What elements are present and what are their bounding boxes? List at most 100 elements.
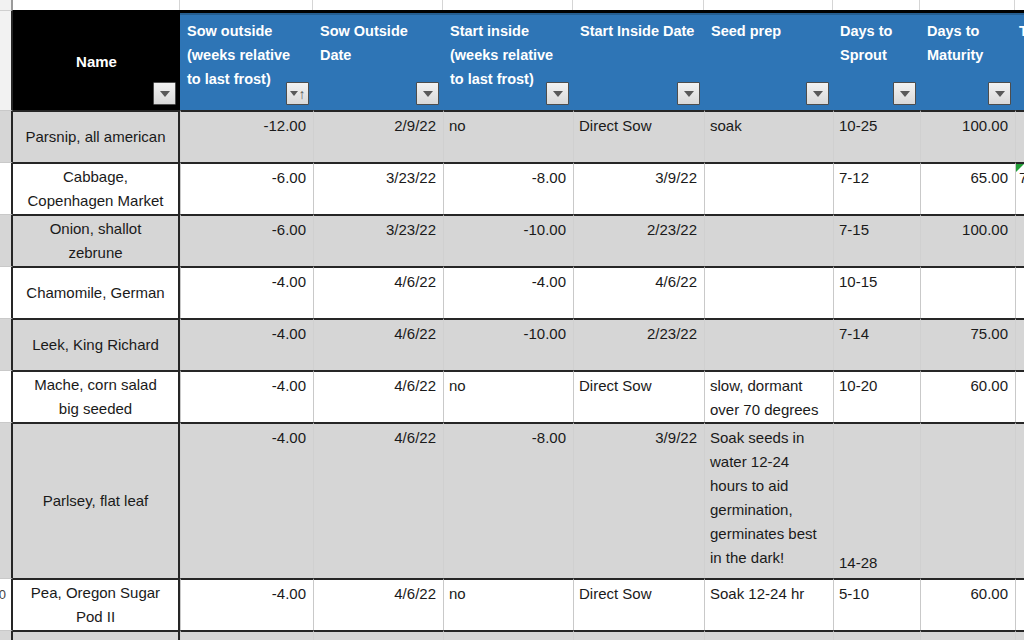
cell-days-to-maturity[interactable]: 60.00 (920, 630, 1015, 640)
cell-start-inside-date[interactable]: 2/23/22 (573, 214, 704, 266)
cell-seed-prep[interactable] (704, 266, 833, 318)
cell-days-to-maturity[interactable] (920, 422, 1015, 578)
filter-button-days-to-sprout[interactable] (893, 82, 916, 105)
cell-name[interactable]: Parlsey, flat leaf (13, 422, 180, 578)
cell-extra[interactable]: 7 (1015, 162, 1024, 214)
column-header-start-inside-date[interactable]: Start Inside Date (573, 10, 704, 110)
cell-seed-prep[interactable]: slow, dormant over 70 degrees (704, 370, 833, 422)
cell-name[interactable]: Cabbage, Copenhagen Market (13, 162, 180, 214)
column-header-days-to-sprout[interactable]: Days to Sprout (833, 10, 920, 110)
cell-days-to-sprout[interactable]: 14-28 (833, 422, 920, 578)
cell-days-to-maturity[interactable]: 100.00 (920, 214, 1015, 266)
cell-days-to-sprout[interactable]: 7-12 (833, 162, 920, 214)
row-number[interactable] (0, 266, 13, 318)
cell-days-to-sprout[interactable]: 10-20 (833, 370, 920, 422)
sliver-cell[interactable] (443, 0, 573, 10)
cell-days-to-sprout[interactable]: 5-10 (833, 630, 920, 640)
cell-sow-outside-weeks[interactable]: -4.00 (180, 318, 313, 370)
cell-sow-outside-weeks[interactable]: -4.00 (180, 370, 313, 422)
cell-start-inside-date[interactable]: 3/9/22 (573, 422, 704, 578)
column-header-start-inside-weeks[interactable]: Start inside (weeks relative to last fro… (443, 10, 573, 110)
sliver-cell[interactable] (313, 0, 443, 10)
cell-extra[interactable] (1015, 578, 1024, 630)
cell-sow-outside-weeks[interactable]: -6.00 (180, 162, 313, 214)
cell-start-inside-date[interactable]: Direct Sow (573, 578, 704, 630)
filter-button-start-inside-weeks[interactable] (546, 82, 569, 105)
cell-name[interactable]: Leek, King Richard (13, 318, 180, 370)
row-number[interactable] (0, 318, 13, 370)
cell-sow-outside-weeks[interactable]: -4.00 (180, 630, 313, 640)
cell-seed-prep[interactable]: soak (704, 110, 833, 162)
cell-extra[interactable] (1015, 318, 1024, 370)
cell-days-to-sprout[interactable]: 7-14 (833, 318, 920, 370)
filter-button-seed-prep[interactable] (806, 82, 829, 105)
sliver-cell[interactable] (13, 0, 180, 10)
filter-button-name[interactable] (153, 82, 176, 105)
row-number[interactable] (0, 630, 13, 640)
cell-sow-outside-date[interactable]: 4/6/22 (313, 266, 443, 318)
cell-extra[interactable] (1015, 422, 1024, 578)
sliver-cell[interactable] (1015, 0, 1024, 10)
column-header-seed-prep[interactable]: Seed prep (704, 10, 833, 110)
cell-sow-outside-date[interactable]: 4/6/22 (313, 318, 443, 370)
cell-sow-outside-date[interactable]: 4/6/22 (313, 370, 443, 422)
cell-start-inside-date[interactable]: 3/9/22 (573, 162, 704, 214)
cell-name[interactable]: Chamomile, German (13, 266, 180, 318)
cell-name[interactable]: Parsnip, all american (13, 110, 180, 162)
cell-seed-prep[interactable] (704, 162, 833, 214)
row-number[interactable] (0, 422, 13, 578)
cell-seed-prep[interactable] (704, 214, 833, 266)
cell-days-to-maturity[interactable]: 60.00 (920, 370, 1015, 422)
column-header-name[interactable]: Name (13, 10, 180, 110)
cell-sow-outside-date[interactable]: 2/9/22 (313, 110, 443, 162)
filter-button-sow-outside-weeks[interactable]: ↑ (286, 82, 309, 105)
sliver-cell[interactable] (573, 0, 704, 10)
cell-seed-prep[interactable]: Soak 12-24 hr (704, 578, 833, 630)
cell-start-inside-weeks[interactable]: no (443, 578, 573, 630)
cell-sow-outside-weeks[interactable]: -12.00 (180, 110, 313, 162)
cell-days-to-sprout[interactable]: 5-10 (833, 578, 920, 630)
cell-sow-outside-weeks[interactable]: -4.00 (180, 266, 313, 318)
cell-sow-outside-weeks[interactable]: -6.00 (180, 214, 313, 266)
cell-start-inside-weeks[interactable] (443, 630, 573, 640)
column-header-sow-outside-weeks[interactable]: Sow outside (weeks relative to last fros… (180, 10, 313, 110)
column-header-sow-outside-date[interactable]: Sow Outside Date (313, 10, 443, 110)
cell-start-inside-weeks[interactable]: -8.00 (443, 422, 573, 578)
sliver-cell[interactable] (920, 0, 1015, 10)
filter-button-sow-outside-date[interactable] (416, 82, 439, 105)
cell-start-inside-weeks[interactable]: -10.00 (443, 214, 573, 266)
cell-name[interactable]: Mache, corn salad big seeded (13, 370, 180, 422)
cell-name[interactable]: Onion, shallot zebrune (13, 214, 180, 266)
cell-days-to-maturity[interactable]: 65.00 (920, 162, 1015, 214)
cell-start-inside-weeks[interactable]: -8.00 (443, 162, 573, 214)
cell-start-inside-date[interactable]: Direct Sow (573, 110, 704, 162)
row-number[interactable]: 10 (0, 578, 13, 630)
cell-days-to-maturity[interactable] (920, 266, 1015, 318)
cell-days-to-maturity[interactable]: 75.00 (920, 318, 1015, 370)
cell-extra[interactable] (1015, 266, 1024, 318)
cell-extra[interactable] (1015, 370, 1024, 422)
cell-start-inside-date[interactable]: 2/23/22 (573, 318, 704, 370)
row-number[interactable] (0, 214, 13, 266)
column-header-days-to-maturity[interactable]: Days to Maturity (920, 10, 1015, 110)
cell-start-inside-weeks[interactable]: no (443, 370, 573, 422)
cell-name[interactable]: Pea, Oregon Sugar Pod II (13, 578, 180, 630)
cell-extra[interactable] (1015, 214, 1024, 266)
cell-seed-prep[interactable] (704, 318, 833, 370)
row-number[interactable] (0, 162, 13, 214)
cell-days-to-sprout[interactable]: 7-15 (833, 214, 920, 266)
sliver-cell[interactable] (180, 0, 313, 10)
sliver-cell[interactable] (833, 0, 920, 10)
cell-start-inside-date[interactable]: 4/6/22 (573, 630, 704, 640)
cell-start-inside-weeks[interactable]: -4.00 (443, 266, 573, 318)
cell-start-inside-date[interactable]: 4/6/22 (573, 266, 704, 318)
cell-sow-outside-weeks[interactable]: -4.00 (180, 578, 313, 630)
cell-sow-outside-date[interactable]: 4/6/22 (313, 422, 443, 578)
filter-button-start-inside-date[interactable] (677, 82, 700, 105)
row-number[interactable] (0, 110, 13, 162)
cell-extra[interactable] (1015, 110, 1024, 162)
cell-start-inside-weeks[interactable]: -10.00 (443, 318, 573, 370)
cell-sow-outside-date[interactable]: 3/23/22 (313, 214, 443, 266)
column-header-cutoff[interactable]: T (1015, 10, 1024, 110)
cell-days-to-maturity[interactable]: 100.00 (920, 110, 1015, 162)
